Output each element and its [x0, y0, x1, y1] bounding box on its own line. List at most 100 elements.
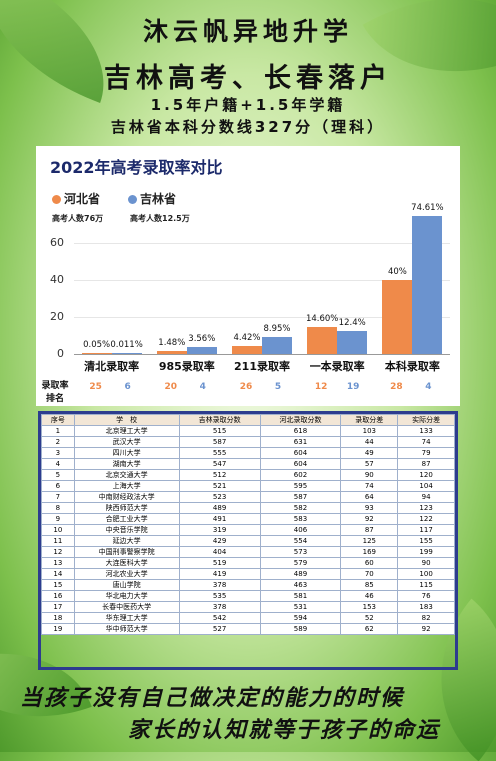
table-cell: 13	[41, 557, 75, 569]
table-cell: 378	[178, 601, 261, 613]
table-cell: 519	[178, 557, 261, 569]
bar-jilin	[412, 215, 443, 354]
y-tick-label: 0	[57, 347, 64, 360]
table-cell: 85	[340, 579, 399, 591]
table-row: 1 北京理工大学 515 618 103 133	[41, 425, 455, 437]
table-cell: 17	[41, 601, 75, 613]
bar-hebei	[382, 280, 413, 354]
table-cell: 123	[397, 502, 455, 514]
table-row: 14 河北农业大学 419 489 70 100	[41, 568, 455, 580]
table-row: 2 武汉大学 587 631 44 74	[41, 436, 455, 448]
table-cell: 延边大学	[73, 535, 180, 547]
table-cell: 河北农业大学	[73, 568, 180, 580]
table-row: 11 延边大学 429 554 125 155	[41, 535, 455, 547]
table-cell: 北京理工大学	[73, 425, 180, 437]
table-cell: 6	[41, 480, 75, 492]
table-cell: 11	[41, 535, 75, 547]
table-cell: 535	[178, 590, 261, 602]
gridline	[74, 317, 450, 318]
table-cell: 489	[259, 568, 342, 580]
table-cell: 2	[41, 436, 75, 448]
legend-label: 吉林省	[140, 192, 177, 206]
table-cell: 595	[259, 480, 342, 492]
slogan-line-1: 当孩子没有自己做决定的能力的时候	[20, 685, 405, 711]
table-row: 17 长春中医药大学 378 531 153 183	[41, 601, 455, 613]
table-cell: 515	[178, 425, 261, 437]
table-cell: 404	[178, 546, 261, 558]
rank-jilin: 19	[346, 382, 360, 392]
data-label: 4.42%	[233, 332, 261, 343]
table-row: 6 上海大学 521 595 74 104	[41, 480, 455, 492]
category-label: 清北录取率	[84, 360, 140, 373]
data-label: 3.56%	[188, 334, 216, 345]
table-cell: 602	[259, 469, 342, 481]
table-cell: 378	[178, 579, 261, 591]
legend-label: 河北省	[64, 192, 101, 206]
score-table: 序号学 校吉林录取分数 河北录取分数 录取分差 实际分差 1 北京理工大学 515 618 1…	[41, 414, 455, 635]
main-headline: 吉林高考、长春落户	[104, 63, 392, 94]
table-cell: 16	[41, 590, 75, 602]
rank-hebei: 25	[89, 382, 102, 392]
bar-jilin	[111, 352, 142, 354]
data-label: 14.60%	[305, 313, 339, 324]
table-cell: 18	[41, 612, 75, 624]
table-cell: 587	[259, 491, 342, 503]
table-cell: 618	[259, 425, 342, 437]
table-cell: 120	[397, 469, 455, 481]
table-row: 16 华北电力大学 535 581 46 76	[41, 590, 455, 602]
bar-hebei	[232, 345, 262, 354]
bar-jilin	[186, 347, 217, 354]
table-frame	[38, 411, 458, 670]
bar-hebei	[81, 352, 112, 354]
table-cell: 419	[178, 568, 261, 580]
table-cell: 104	[397, 480, 455, 492]
data-label: 1.48%	[158, 338, 186, 349]
table-row: 9 合肥工业大学 491 583 92 122	[41, 513, 455, 525]
table-cell: 527	[178, 623, 261, 635]
table-cell: 华东理工大学	[73, 612, 180, 624]
table-cell: 14	[41, 568, 75, 580]
table-cell: 169	[340, 546, 399, 558]
table-row: 15 唐山学院 378 463 85 115	[41, 579, 455, 591]
table-header-cell: 学 校	[73, 414, 180, 426]
table-cell: 70	[340, 568, 399, 580]
table-cell: 9	[41, 513, 75, 525]
table-cell: 79	[397, 447, 455, 459]
table-cell: 92	[397, 623, 455, 635]
table-row: 18 华东理工大学 542 594 52 82	[41, 612, 455, 624]
table-cell: 12	[41, 546, 75, 558]
gridline	[74, 243, 450, 244]
table-cell: 429	[178, 535, 261, 547]
table-cell: 581	[259, 590, 342, 602]
table-row: 19 华中师范大学 527 589 62 92	[41, 623, 455, 635]
table-cell: 52	[340, 612, 399, 624]
rank-label: 录取率 排名	[41, 381, 69, 404]
table-cell: 大连医科大学	[73, 557, 180, 569]
table-cell: 44	[340, 436, 399, 448]
legend-note-jilin: 高考人数12.5万	[130, 214, 190, 223]
table-cell: 579	[259, 557, 342, 569]
table-cell: 82	[397, 612, 455, 624]
legend-note-hebei: 高考人数76万	[52, 214, 104, 223]
table-cell: 94	[397, 491, 455, 503]
x-axis	[74, 354, 450, 355]
gridline	[74, 280, 450, 281]
table-row: 4 湖南大学 547 604 57 87	[41, 458, 455, 470]
rank-jilin: 4	[199, 382, 206, 392]
table-cell: 四川大学	[73, 447, 180, 459]
table-cell: 103	[340, 425, 399, 437]
bar-jilin	[337, 331, 368, 354]
table-row: 3 四川大学 555 604 49 79	[41, 447, 455, 459]
table-header-cell: 吉林录取分数	[178, 414, 261, 426]
table-row: 5 北京交通大学 512 602 90 120	[41, 469, 455, 481]
table-cell: 512	[178, 469, 261, 481]
category-label: 985录取率	[158, 360, 215, 373]
data-label: 0.011%	[110, 339, 143, 350]
table-cell: 604	[259, 447, 342, 459]
table-cell: 19	[41, 623, 75, 635]
rank-hebei: 26	[239, 382, 253, 392]
data-label: 0.05%	[83, 339, 111, 350]
table-cell: 湖南大学	[73, 458, 180, 470]
table-cell: 555	[178, 447, 261, 459]
table-cell: 521	[178, 480, 261, 492]
